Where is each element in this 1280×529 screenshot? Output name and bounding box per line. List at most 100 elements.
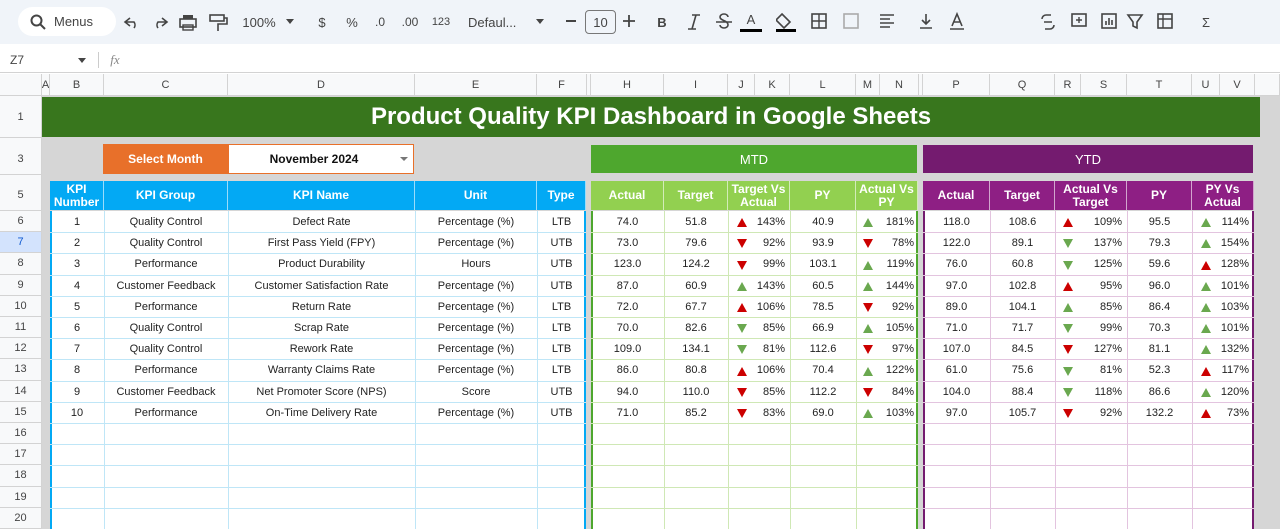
arrow-icon	[1201, 324, 1211, 334]
functions-button[interactable]: Σ	[1201, 14, 1211, 30]
column-header[interactable]: I	[664, 74, 728, 96]
currency-button[interactable]: $	[318, 14, 326, 30]
column-header[interactable]: T	[1127, 74, 1192, 96]
row-header[interactable]: 9	[0, 274, 42, 296]
column-header[interactable]: U	[1192, 74, 1220, 96]
table-cell: 118%	[1094, 385, 1122, 398]
font-size[interactable]: 10	[585, 10, 616, 34]
increase-decimal[interactable]: .00	[401, 15, 419, 29]
row-header[interactable]: 10	[0, 295, 42, 317]
table-cell: 70.3	[1148, 322, 1171, 335]
table-cell: 72.0	[616, 300, 639, 313]
month-dropdown[interactable]: November 2024	[228, 144, 414, 174]
row-line	[923, 444, 1254, 446]
table-cell: 85.2	[685, 406, 707, 419]
column-line	[1055, 211, 1056, 529]
percent-button[interactable]: %	[346, 14, 358, 30]
table-cell: 61.0	[945, 364, 968, 377]
row-header[interactable]: 16	[0, 423, 42, 445]
table-cell: 6	[73, 322, 81, 335]
table-cell: 103.1	[809, 258, 837, 271]
column-header[interactable]: M	[856, 74, 880, 96]
text-color[interactable]: A	[746, 11, 756, 27]
table-cell: 144%	[885, 279, 914, 292]
row-line	[923, 317, 1254, 318]
table-cell: 117%	[1221, 364, 1249, 377]
table-cell: 84%	[891, 385, 914, 398]
column-header[interactable]: R	[1055, 74, 1081, 96]
table-cell: 112.6	[809, 343, 837, 356]
table-cell: Percentage (%)	[437, 279, 515, 292]
column-header[interactable]: P	[923, 74, 990, 96]
row-header[interactable]: 6	[0, 211, 42, 233]
row-header[interactable]: 8	[0, 253, 42, 275]
row-line	[923, 253, 1254, 255]
column-header[interactable]: H	[591, 74, 664, 96]
row-header[interactable]: 7	[0, 232, 42, 254]
arrow-icon	[736, 260, 747, 270]
row-header[interactable]: 5	[0, 180, 42, 211]
table-cell: UTB	[550, 237, 573, 250]
arrow-icon	[1063, 324, 1073, 334]
font-family[interactable]: Defaul...	[468, 14, 517, 30]
column-header[interactable]: K	[755, 74, 790, 96]
column-header[interactable]: V	[1220, 74, 1255, 96]
arrow-icon	[863, 324, 873, 334]
column-header[interactable]: N	[880, 74, 919, 96]
row-header[interactable]: 17	[0, 444, 42, 466]
table-cell: 70.4	[812, 364, 834, 377]
name-box[interactable]: Z7	[10, 53, 25, 67]
arrow-icon	[736, 408, 747, 418]
menu-search[interactable]: Menus	[18, 7, 116, 36]
column-header[interactable]: E	[415, 74, 537, 96]
row-header[interactable]: 13	[0, 359, 42, 381]
table-cell: 105.7	[1008, 406, 1037, 419]
decrease-font-size[interactable]	[566, 20, 576, 22]
row-header[interactable]: 19	[0, 486, 42, 508]
bold-button[interactable]: B	[657, 14, 667, 30]
arrow-icon	[1063, 239, 1073, 249]
column-header[interactable]: B	[50, 74, 104, 96]
row-header[interactable]: 11	[0, 317, 42, 339]
row-header[interactable]: 3	[0, 143, 42, 175]
row-header[interactable]: 20	[0, 507, 42, 529]
table-cell: LTB	[551, 364, 572, 377]
row-header[interactable]: 15	[0, 401, 42, 423]
table-cell: 134.1	[682, 343, 710, 356]
row-header[interactable]: 12	[0, 338, 42, 360]
column-header[interactable]: D	[228, 74, 415, 96]
column-header[interactable]: S	[1081, 74, 1127, 96]
row-line	[923, 486, 1254, 488]
column-line	[415, 211, 416, 529]
arrow-icon	[736, 324, 747, 334]
table-cell: 107.0	[942, 343, 971, 356]
row-header[interactable]: 14	[0, 380, 42, 402]
table-cell: Product Durability	[278, 258, 365, 271]
more-formats[interactable]: 123	[431, 16, 451, 28]
row-header[interactable]: 1	[0, 96, 42, 138]
table-cell: 87.0	[616, 279, 639, 292]
table-cell: UTB	[550, 279, 573, 292]
row-header[interactable]: 18	[0, 465, 42, 487]
column-header[interactable]: Q	[990, 74, 1055, 96]
row-line	[923, 295, 1254, 297]
arrow-icon	[736, 218, 747, 228]
table-cell: 110.0	[682, 385, 710, 398]
name-box-caret	[78, 58, 86, 63]
column-header[interactable]: A	[42, 74, 50, 96]
table-cell: 108.6	[1008, 216, 1037, 229]
table-cell: 97.0	[945, 406, 968, 419]
column-header[interactable]: C	[104, 74, 228, 96]
decrease-decimal[interactable]: .0	[374, 15, 385, 29]
table-cell: 85%	[762, 385, 785, 398]
column-header[interactable]: L	[790, 74, 856, 96]
arrow-icon	[1063, 345, 1073, 355]
increase-font-size[interactable]	[622, 14, 636, 28]
table-header: KPI Name	[228, 181, 415, 210]
table-header: Actual	[923, 181, 990, 210]
column-header[interactable]: J	[728, 74, 755, 96]
zoom[interactable]: 100%	[242, 14, 276, 30]
column-header[interactable]: F	[537, 74, 587, 96]
row-line	[591, 359, 918, 361]
arrow-icon	[863, 302, 873, 312]
